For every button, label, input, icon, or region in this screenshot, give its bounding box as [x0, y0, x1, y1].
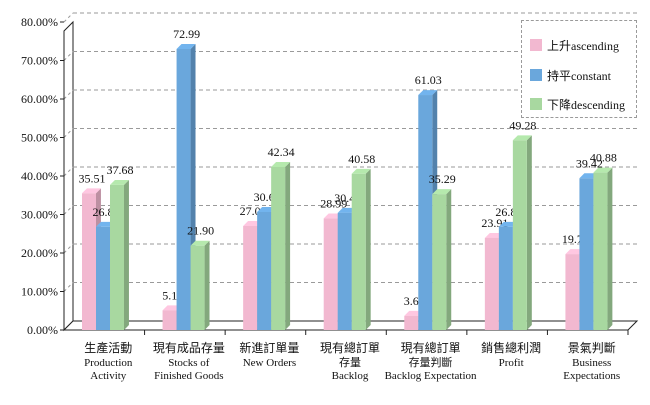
- gridline-side: [63, 205, 74, 215]
- legend-label-ascending: 上升ascending: [547, 38, 619, 53]
- x-tick-label-2: 新進訂單量: [239, 340, 299, 355]
- side-wall: [63, 20, 74, 332]
- x-tick-label-4: 現有總訂單: [401, 340, 461, 355]
- bar-ascending-4: [404, 315, 419, 330]
- x-tick-label-1: 現有成品存量: [153, 341, 225, 355]
- x-tick-label-5: 銷售總利潤: [481, 340, 541, 355]
- data-label-descending-2: 42.34: [268, 145, 295, 159]
- bar-constant-4: [418, 95, 433, 330]
- legend-label-constant: 持平constant: [547, 68, 611, 83]
- bar-constant-5: [498, 226, 513, 330]
- legend-swatch-descending: [530, 98, 542, 110]
- gridline-side: [63, 89, 74, 100]
- data-label-descending-1: 21.90: [187, 224, 214, 238]
- bar-descending-2-side: [285, 162, 291, 330]
- data-label-descending-5: 49.28: [509, 118, 536, 132]
- y-tick-label: 80.00%: [21, 15, 58, 29]
- bar-constant-2: [257, 211, 272, 330]
- bar-descending-0: [110, 184, 124, 330]
- legend-label-descending: 下降descending: [547, 97, 625, 112]
- data-label-descending-0: 37.68: [107, 163, 134, 177]
- bar-descending-5-top: [512, 135, 532, 141]
- bar-ascending-6: [565, 254, 580, 330]
- gridline-side: [63, 12, 74, 23]
- bar-descending-1-side: [204, 240, 210, 330]
- gridline-side: [63, 282, 74, 292]
- bar-ascending-1: [162, 310, 177, 330]
- bar-ascending-0: [82, 193, 96, 330]
- data-label-descending-6: 40.88: [590, 151, 617, 165]
- y-tick-label: 30.00%: [21, 208, 58, 222]
- bar-descending-0-side: [124, 179, 129, 330]
- bar-descending-6: [593, 172, 608, 330]
- bar-constant-3: [337, 212, 352, 330]
- gridline-side: [63, 51, 74, 61]
- bar-descending-0-top: [110, 179, 129, 185]
- x-tick-sublabel-0-0: Production: [84, 357, 133, 369]
- x-tick-sublabel-6-0: Business: [572, 357, 611, 369]
- bar-descending-5: [512, 140, 527, 330]
- data-label-ascending-0: 35.51: [79, 171, 106, 185]
- y-tick-label: 50.00%: [21, 131, 58, 145]
- bar-constant-6: [579, 178, 594, 330]
- x-tick-label-3: 現有總訂單: [320, 340, 380, 355]
- bar-constant-0: [96, 226, 110, 330]
- bar-descending-6-side: [607, 167, 613, 330]
- x-tick-label-6: 景氣判斷: [568, 341, 616, 355]
- x-tick-sublabel-4-0: 存量判斷: [409, 355, 453, 369]
- legend-item-descending: 下降descending: [530, 96, 625, 112]
- bar-ascending-2: [243, 226, 258, 330]
- x-tick-sublabel-6-1: Expectations: [563, 370, 620, 382]
- legend-swatch-constant: [530, 69, 542, 81]
- y-tick-label: 0.00%: [27, 323, 58, 337]
- data-label-descending-3: 40.58: [348, 152, 375, 166]
- bar-ascending-0-top: [82, 188, 101, 194]
- x-tick-sublabel-0-1: Activity: [90, 370, 127, 382]
- bar-ascending-3: [323, 218, 338, 330]
- bar-descending-6-top: [593, 167, 613, 173]
- x-tick-sublabel-3-1: Backlog: [332, 370, 369, 382]
- gridline-side: [63, 166, 74, 177]
- y-tick-label: 60.00%: [21, 92, 58, 106]
- bar-descending-4-side: [446, 189, 452, 330]
- x-tick-sublabel-1-0: Stocks of: [168, 357, 210, 369]
- gridline-side: [63, 243, 74, 254]
- bar-descending-3-side: [365, 168, 371, 330]
- bar-descending-2-top: [271, 162, 291, 167]
- y-tick-label: 10.00%: [21, 285, 58, 299]
- bar-descending-2: [271, 166, 286, 330]
- bar-descending-3: [351, 173, 366, 330]
- legend-item-constant: 持平constant: [530, 67, 611, 83]
- y-tick-label: 20.00%: [21, 246, 58, 260]
- bar-ascending-5: [484, 237, 499, 330]
- legend: 上升ascending 持平constant 下降descending: [521, 20, 637, 118]
- data-label-descending-4: 35.29: [429, 172, 456, 186]
- x-tick-sublabel-5-0: Profit: [499, 357, 524, 369]
- bar-descending-4-top: [432, 189, 452, 195]
- bar-descending-1-top: [190, 240, 210, 246]
- bar-constant-1-top: [176, 44, 196, 49]
- data-label-ascending-3: 28.99: [320, 196, 347, 210]
- bar-constant-4-top: [418, 90, 438, 96]
- bar-descending-5-side: [526, 135, 532, 330]
- legend-item-ascending: 上升ascending: [530, 37, 619, 53]
- gridline-side: [63, 128, 74, 138]
- data-label-constant-6: 39.42: [576, 156, 603, 170]
- x-tick-sublabel-1-1: Finished Goods: [154, 370, 223, 382]
- x-tick-sublabel-2-0: New Orders: [243, 357, 296, 369]
- bar-descending-3-top: [351, 168, 371, 174]
- x-tick-label-0: 生產活動: [84, 340, 132, 355]
- x-tick-sublabel-4-1: Backlog Expectation: [385, 370, 477, 382]
- bar-descending-4: [432, 194, 447, 330]
- data-label-constant-4: 61.03: [415, 73, 442, 87]
- bar-descending-1: [190, 245, 205, 330]
- data-label-constant-1: 72.99: [173, 27, 200, 41]
- legend-swatch-ascending: [530, 39, 542, 51]
- y-tick-label: 40.00%: [21, 169, 58, 183]
- y-tick-label: 70.00%: [21, 54, 58, 68]
- x-tick-sublabel-3-0: 存量: [339, 355, 361, 369]
- bar-constant-1: [176, 48, 191, 331]
